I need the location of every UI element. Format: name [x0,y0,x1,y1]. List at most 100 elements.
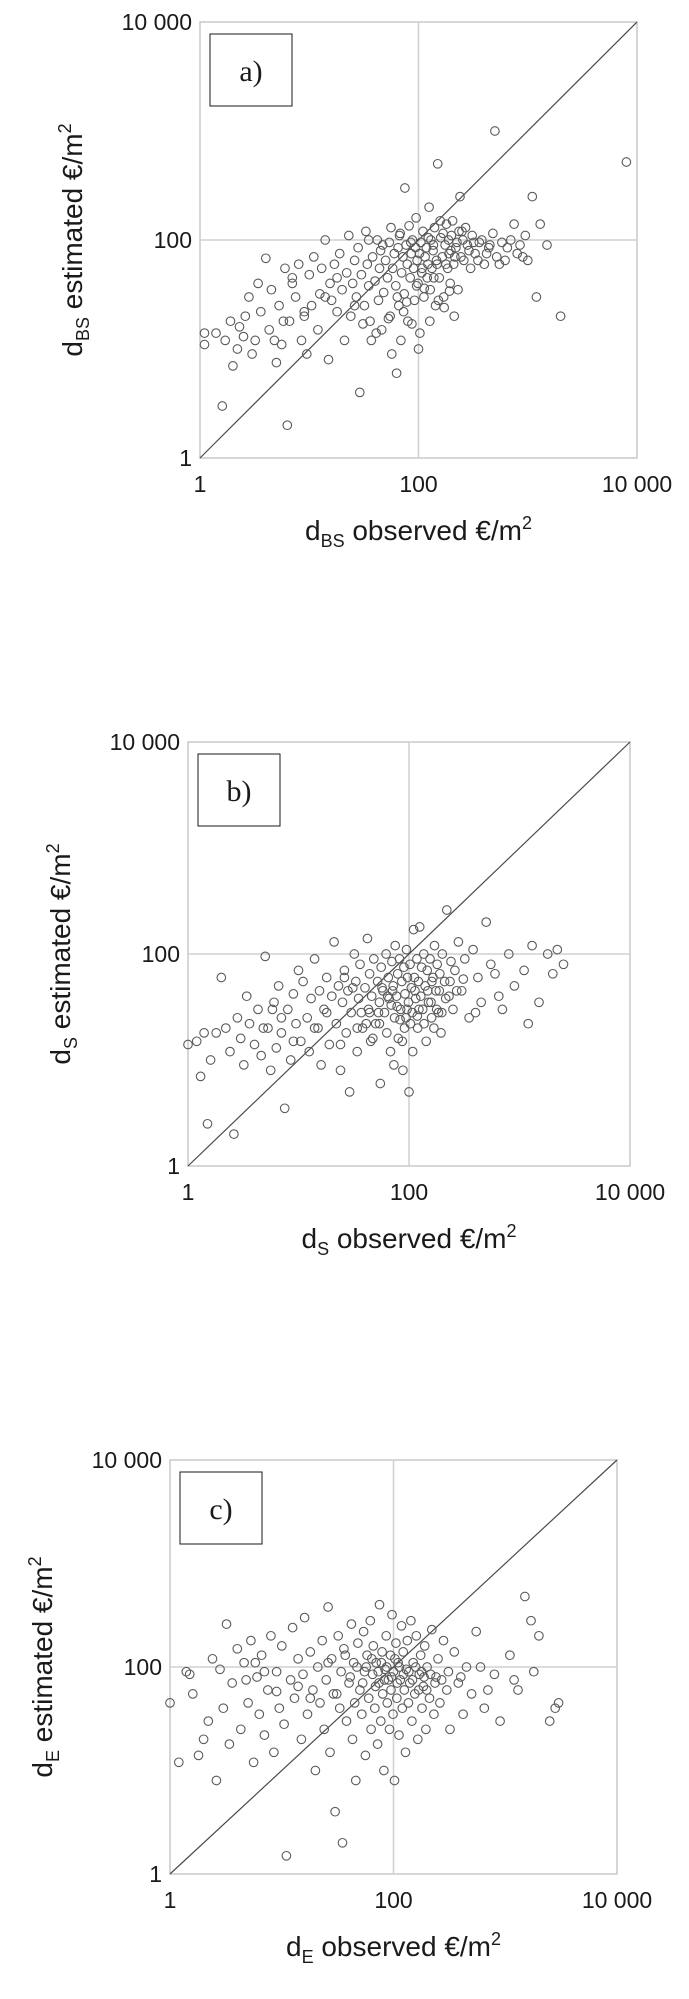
data-point [299,306,310,317]
data-point [375,1716,386,1726]
data-point [325,1747,335,1758]
x-axis-title-sub: E [302,1947,314,1967]
data-point [256,1050,267,1061]
y-axis-title-rest: estimated €/m [57,133,88,317]
data-point [450,965,460,976]
data-point [438,228,448,239]
data-point [310,1765,321,1776]
data-point [413,278,423,289]
data-point [428,240,439,250]
data-point [334,248,345,259]
data-point [456,985,467,996]
data-point [416,1666,427,1677]
data-point [173,1757,184,1768]
data-point [375,1078,386,1089]
data-point [399,1023,410,1033]
data-point [400,183,410,193]
data-point [411,212,421,223]
data-point [215,1664,225,1675]
data-point [458,1709,468,1720]
data-point [411,1630,422,1641]
x-axis-title-sup: 2 [522,513,532,533]
data-point [337,284,347,295]
data-point [414,1004,424,1015]
data-point [361,1018,372,1029]
data-point [288,989,299,999]
data-point [302,1709,313,1720]
data-point [412,1023,423,1033]
data-point [407,319,417,329]
data-point [364,1007,375,1018]
data-point [459,954,470,964]
data-point [420,981,430,991]
data-point [183,1039,193,1050]
data-point [235,1724,246,1735]
data-point [328,1689,339,1699]
data-point [447,215,458,226]
data-point [479,259,490,270]
data-point [423,232,434,243]
data-point [509,219,519,229]
data-point [357,1678,368,1688]
data-point [432,158,443,169]
data-point [287,1622,298,1633]
data-point [220,1023,231,1033]
data-point [434,968,445,979]
data-point [394,1730,404,1740]
data-point [452,237,462,248]
data-point [476,235,487,245]
identity-line [199,21,638,459]
data-point [412,255,422,266]
data-point [376,324,387,335]
x-axis-title-sub: S [317,1239,329,1259]
data-point [397,1036,408,1047]
y-axis-title-sub: BS [73,317,93,341]
data-point [296,1734,307,1745]
data-point [271,1043,282,1053]
data-point [299,311,310,322]
data-point [276,1641,287,1651]
y-tick-label: 100 [142,941,180,967]
data-point [438,1635,449,1646]
data-point [503,949,514,959]
data-point [445,976,455,987]
data-point [401,1664,412,1675]
data-point [336,1666,346,1677]
data-point [350,1775,361,1786]
data-point [389,1012,400,1023]
data-point [435,215,446,226]
data-point [284,316,295,327]
data-point [426,235,436,245]
data-point [259,1730,270,1740]
data-point [365,1036,376,1047]
data-point [369,1703,380,1714]
data-point [337,1837,348,1848]
data-point [387,985,398,996]
data-point [397,1703,408,1714]
data-point [366,1653,377,1664]
x-axis-title-main: d [301,1223,317,1254]
data-point [542,240,552,250]
data-point [387,263,398,274]
data-point [497,1004,508,1015]
data-point [392,968,403,979]
data-point [234,321,245,332]
data-point [474,237,485,248]
data-point [401,297,412,307]
data-point [465,263,476,274]
y-axis-title: dS estimated €/m2 [43,843,81,1064]
data-point [255,306,266,317]
data-point [509,1675,519,1685]
data-point [361,1662,372,1672]
data-point [266,284,277,295]
data-point [353,993,364,1004]
data-point [246,1635,256,1646]
data-point [523,1018,534,1029]
data-point [347,1734,358,1745]
data-point [490,968,500,979]
data-point [419,283,430,294]
data-point [526,1615,536,1626]
data-point [441,219,452,229]
identity-line [187,741,631,1167]
data-point [426,1012,437,1023]
